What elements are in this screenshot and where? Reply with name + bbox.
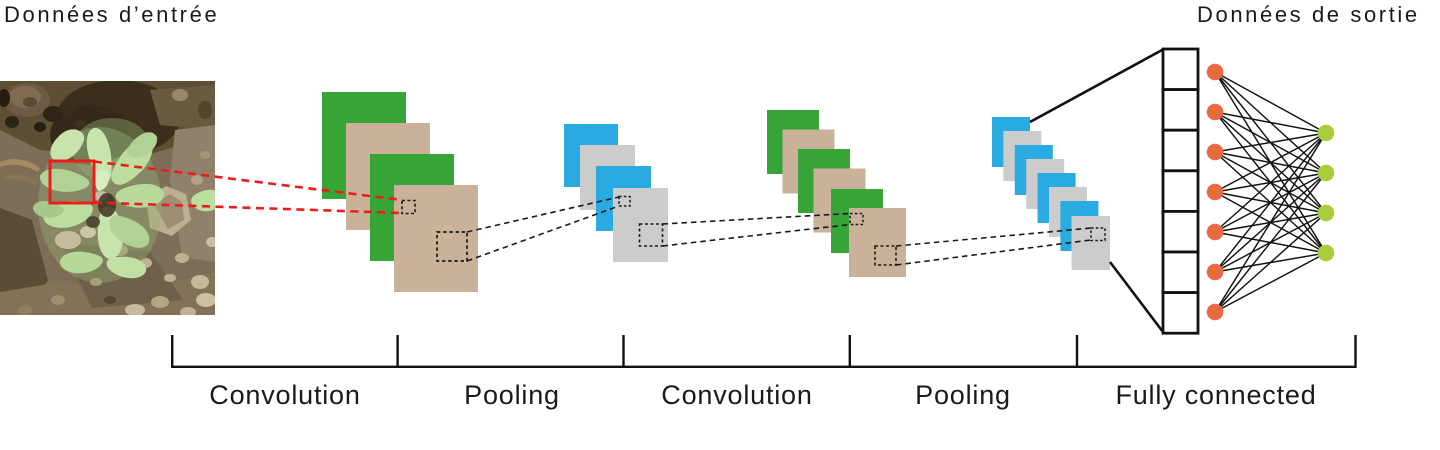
svg-text:Données de sortie: Données de sortie bbox=[1197, 2, 1420, 27]
svg-text:Fully connected: Fully connected bbox=[1115, 380, 1316, 410]
svg-text:Pooling: Pooling bbox=[915, 380, 1011, 410]
svg-text:Convolution: Convolution bbox=[209, 380, 360, 410]
svg-text:Convolution: Convolution bbox=[661, 380, 812, 410]
svg-text:Données d’entrée: Données d’entrée bbox=[4, 2, 219, 27]
svg-text:Pooling: Pooling bbox=[464, 380, 560, 410]
